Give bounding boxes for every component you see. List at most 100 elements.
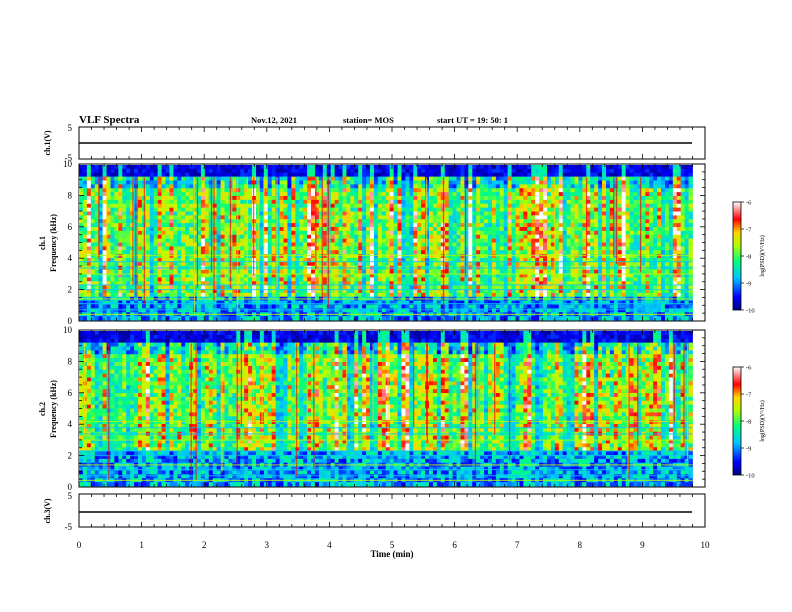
- spectrogram-cell: [311, 269, 316, 274]
- spectrogram-cell: [279, 230, 284, 236]
- spectrogram-cell: [212, 207, 218, 212]
- spectrogram-cell: [621, 242, 627, 247]
- spectrogram-cell: [126, 227, 131, 232]
- spectrogram-cell: [491, 219, 497, 224]
- spectrogram-cell: [279, 250, 284, 255]
- spectrogram-cell: [102, 258, 107, 263]
- spectrogram-cell: [94, 258, 100, 263]
- spectrogram-cell: [523, 246, 528, 251]
- spectrogram-cell: [487, 165, 493, 170]
- spectrogram-cell: [413, 250, 418, 255]
- spectrogram-cell: [641, 277, 646, 282]
- spectrogram-cell: [358, 165, 363, 170]
- spectrogram-cell: [185, 230, 190, 236]
- spectrogram-cell: [90, 250, 96, 255]
- spectrogram-cell: [275, 269, 280, 274]
- spectrogram-cell: [307, 199, 312, 205]
- spectrogram-cell: [283, 192, 288, 197]
- spectrogram-cell: [263, 238, 269, 243]
- spectrogram-cell: [314, 230, 320, 236]
- spectrogram-cell: [487, 254, 493, 259]
- spectrogram-cell: [401, 168, 406, 174]
- spectrogram-cell: [283, 285, 288, 290]
- spectrogram-cell: [232, 172, 237, 178]
- spectrogram-cell: [307, 261, 312, 267]
- spectrogram-cell: [86, 165, 92, 170]
- spectrogram-cell: [338, 196, 343, 201]
- spectrogram-cell: [303, 172, 308, 178]
- spectrogram-cell: [208, 242, 214, 247]
- spectrogram-cell: [346, 184, 351, 189]
- spectrogram-cell: [90, 273, 96, 278]
- spectrogram-cell: [484, 285, 489, 290]
- spectrogram-cell: [574, 261, 579, 267]
- spectrogram-cell: [487, 176, 493, 181]
- spectrogram-cell: [590, 199, 595, 205]
- spectrogram-cell: [283, 168, 288, 174]
- spectrogram-cell: [484, 192, 489, 197]
- spectrogram-cell: [157, 234, 162, 240]
- spectrogram-cell: [354, 219, 359, 224]
- spectrogram-cell: [421, 223, 426, 228]
- spectrogram-cell: [232, 246, 237, 251]
- spectrogram-cell: [641, 238, 646, 243]
- spectrogram-cell: [362, 227, 367, 232]
- spectrogram-cell: [562, 281, 568, 286]
- spectrogram-cell: [566, 203, 571, 209]
- spectrogram-cell: [397, 172, 402, 178]
- spectrogram-cell: [539, 215, 544, 220]
- spectrogram-cell: [503, 234, 509, 240]
- spectrogram-cell: [546, 234, 552, 240]
- spectrogram-cell: [617, 211, 623, 216]
- spectrogram-cell: [464, 258, 469, 263]
- spectrogram-cell: [153, 234, 159, 240]
- spectrogram-cell: [413, 184, 418, 189]
- spectrogram-cell: [189, 215, 194, 220]
- spectrogram-cell: [181, 165, 186, 170]
- spectrogram-cell: [558, 269, 564, 274]
- spectrogram-cell: [586, 242, 591, 247]
- spectrogram-cell: [672, 227, 678, 232]
- spectrogram-cell: [291, 238, 296, 243]
- spectrogram-cell: [240, 211, 245, 216]
- spectrogram-cell: [413, 192, 418, 197]
- spectrogram-cell: [330, 199, 336, 205]
- spectrogram-cell: [145, 207, 151, 212]
- spectrogram-cell: [641, 242, 646, 247]
- spectrogram-cell: [590, 172, 595, 178]
- spectrogram-cell: [657, 273, 662, 278]
- spectrogram-cell: [338, 242, 343, 247]
- spectrogram-cell: [625, 184, 630, 189]
- spectrogram-cell: [629, 180, 634, 185]
- spectrogram-cell: [499, 281, 505, 286]
- spectrogram-cell: [503, 223, 509, 228]
- spectrogram-cell: [287, 199, 292, 205]
- spectrogram-cell: [562, 199, 568, 205]
- spectrogram-cell: [570, 277, 575, 282]
- spectrogram-cell: [680, 230, 686, 236]
- spectrogram-cell: [204, 269, 210, 274]
- spectrogram-cell: [110, 242, 115, 247]
- spectrogram-cell: [94, 184, 100, 189]
- spectrogram-cell: [263, 261, 269, 267]
- spectrogram-cell: [405, 207, 410, 212]
- spectrogram-cell: [295, 227, 300, 232]
- spectrogram-cell: [452, 180, 457, 185]
- spectrogram-cell: [295, 168, 300, 174]
- spectrogram-cell: [401, 277, 406, 282]
- spectrogram-cell: [527, 273, 532, 278]
- spectrogram-cell: [299, 199, 304, 205]
- spectrogram-cell: [539, 273, 544, 278]
- spectrogram-cell: [114, 234, 119, 240]
- spectrogram-cell: [248, 188, 253, 193]
- spectrogram-cell: [405, 165, 410, 170]
- spectrogram-cell: [436, 203, 442, 209]
- spectrogram-cell: [94, 215, 100, 220]
- spectrogram-cell: [503, 250, 509, 255]
- spectrogram-cell: [668, 180, 674, 185]
- spectrogram-cell: [594, 273, 599, 278]
- spectrogram-cell: [362, 192, 367, 197]
- spectrogram-cell: [527, 176, 532, 181]
- spectrogram-cell: [381, 219, 387, 224]
- spectrogram-cell: [436, 234, 442, 240]
